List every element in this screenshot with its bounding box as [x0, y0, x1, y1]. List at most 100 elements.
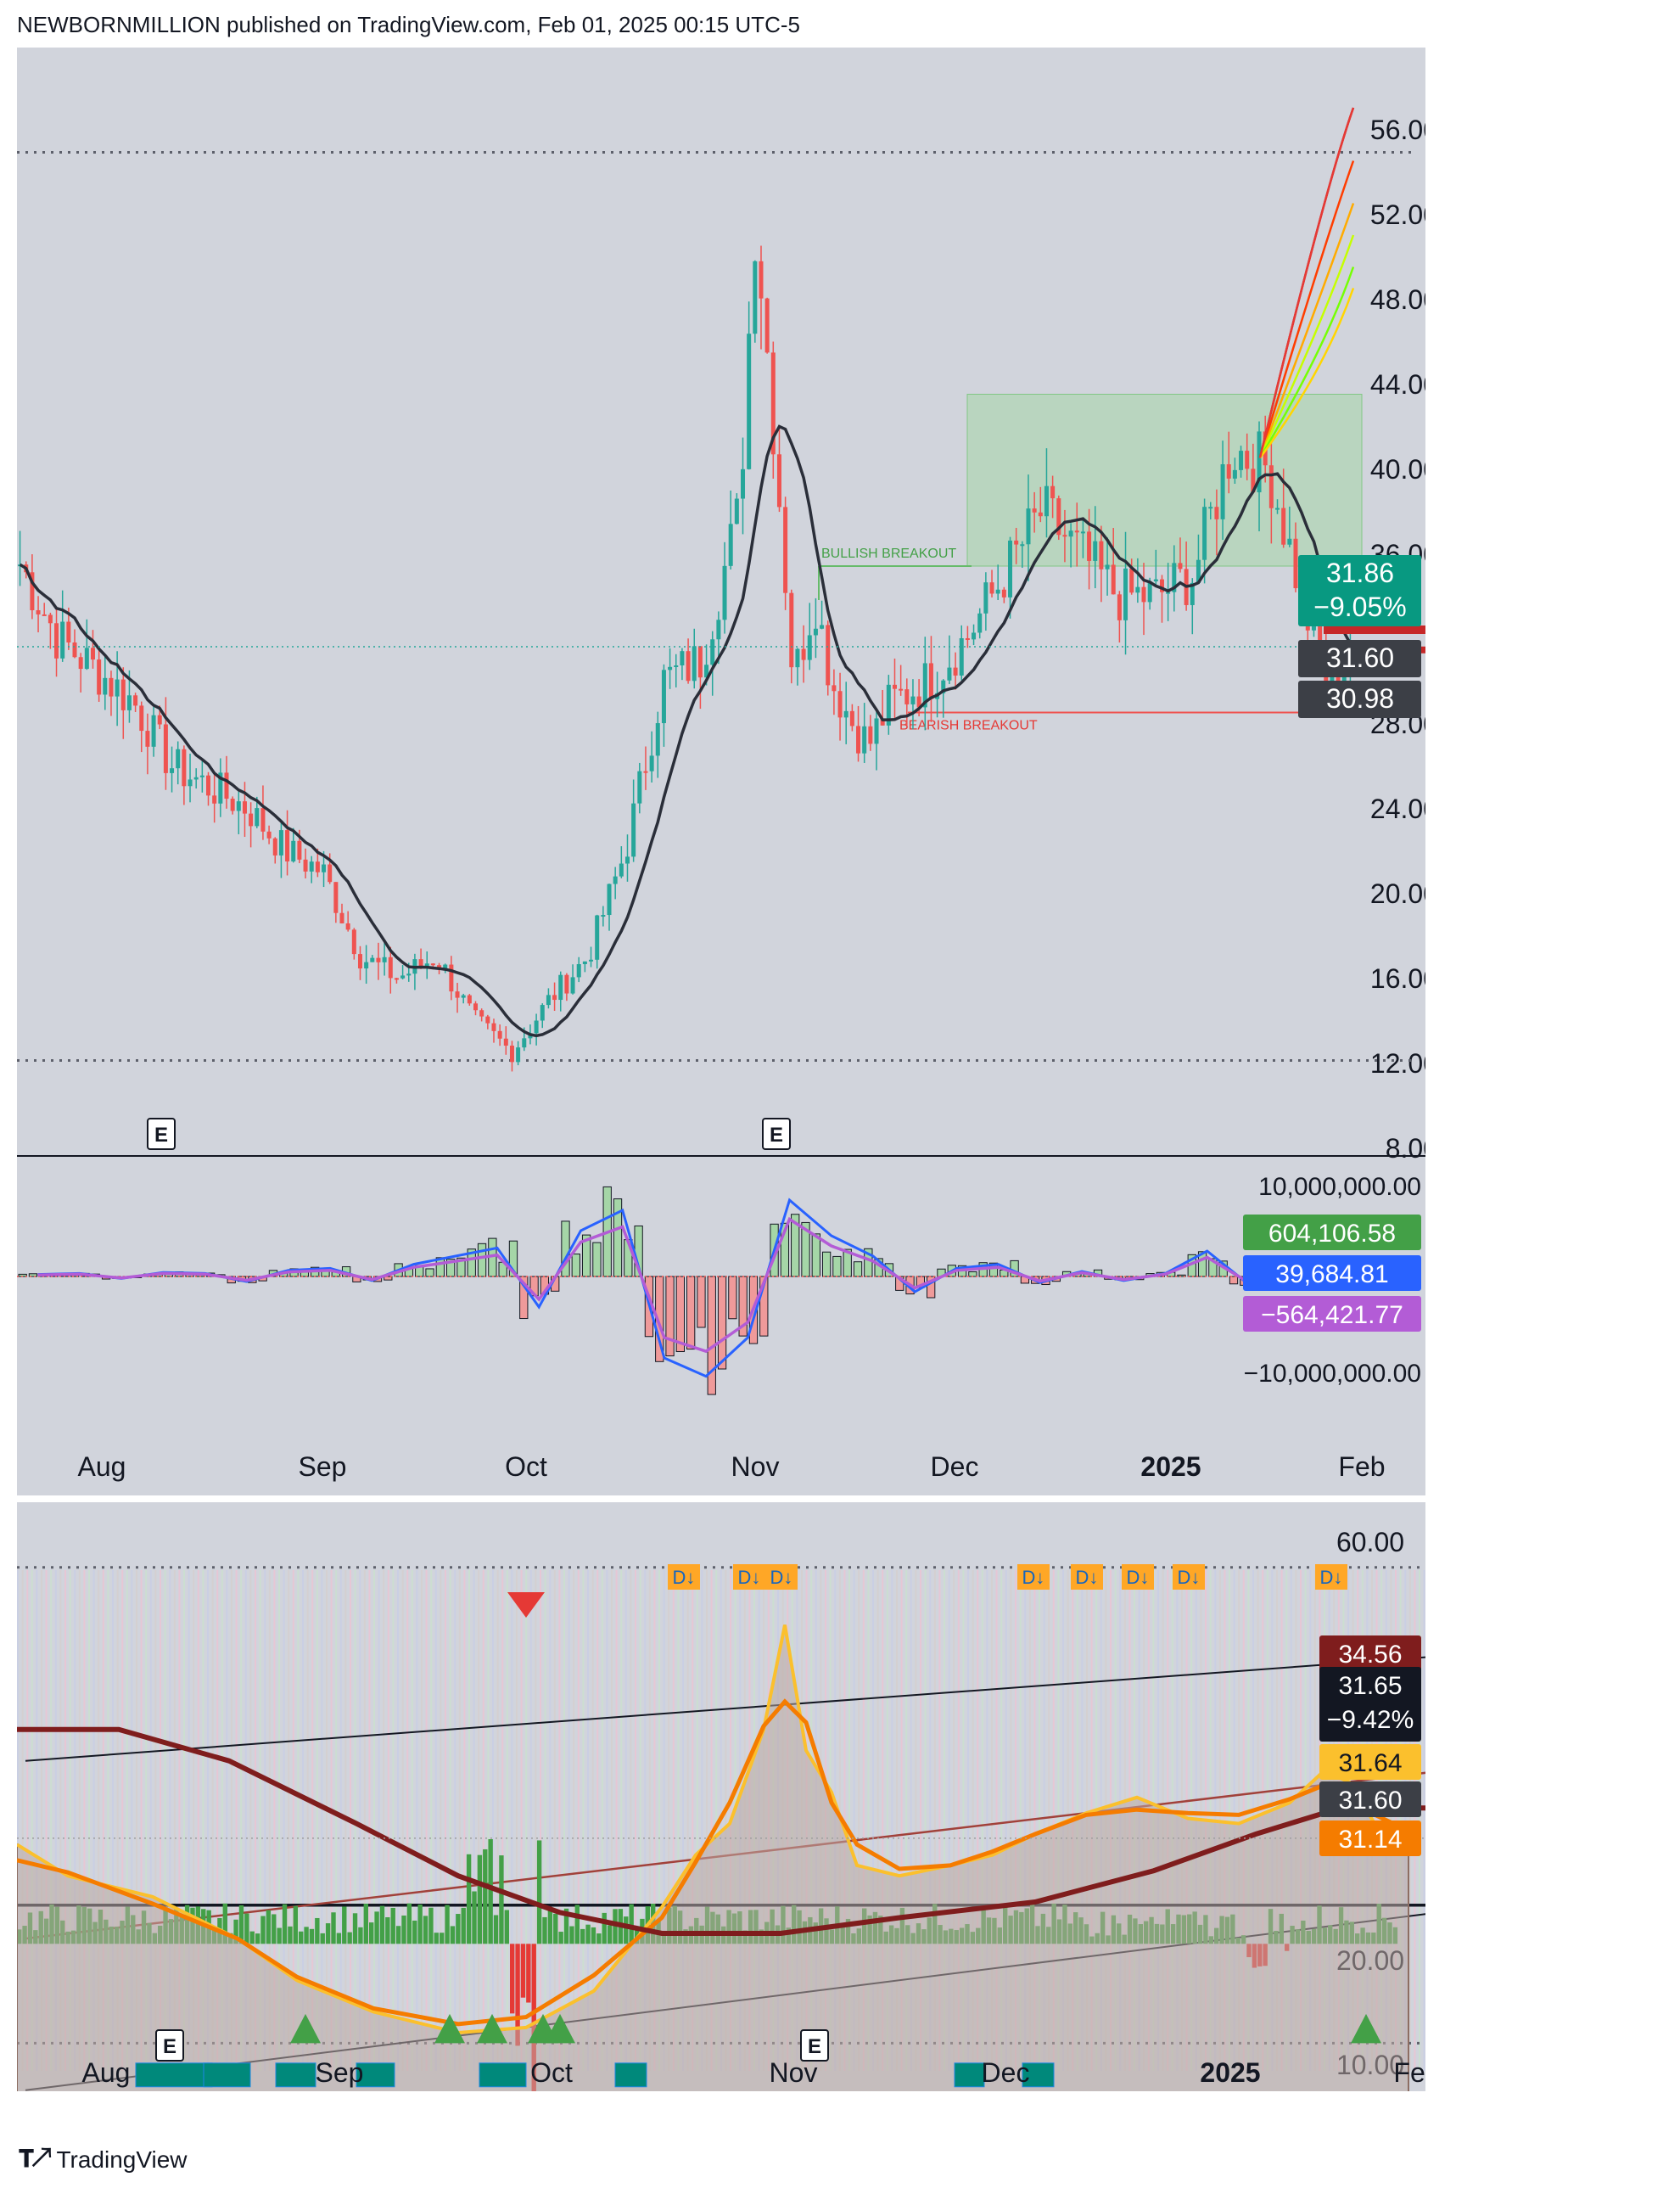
candle-body	[1105, 564, 1110, 569]
background-stripe	[601, 1570, 603, 2071]
indicator-value-label-bg	[1319, 1667, 1421, 1742]
candle-body	[449, 964, 454, 992]
candle-body	[661, 670, 666, 724]
price-chart[interactable]: 56.0052.0048.0044.0040.0036.0028.0024.00…	[17, 48, 1438, 1495]
candle-body	[170, 768, 175, 773]
candle-body	[837, 691, 843, 718]
candle-body	[1001, 589, 1006, 597]
price-axis-tick: 52.00	[1370, 199, 1425, 230]
background-stripe	[482, 1570, 484, 2071]
background-stripe	[900, 1570, 903, 2071]
signal-marker-bg	[733, 1564, 765, 1590]
volume-bar-positive	[629, 1904, 634, 1944]
indicator-value-label: 31.60	[1338, 1787, 1402, 1815]
volume-bar-positive	[428, 1907, 434, 1944]
candle-body	[1275, 508, 1280, 510]
buy-triangle-icon	[477, 2013, 507, 2044]
moving-average-line	[19, 424, 1352, 1038]
candle-body	[473, 1003, 479, 1011]
candle-body	[437, 965, 442, 969]
volume-bar-positive	[222, 1903, 227, 1944]
indicator-value-label: 31.65	[1338, 1672, 1402, 1700]
background-stripe	[872, 1570, 874, 2071]
volume-bar-positive	[440, 1933, 445, 1944]
oscillator-axis-tick: −10,000,000.00	[1244, 1360, 1421, 1388]
candle-body	[339, 912, 344, 923]
candle-body	[1062, 535, 1067, 537]
signal-marker-text: D↓	[1320, 1567, 1343, 1588]
candle-body	[801, 648, 806, 660]
background-stripe	[207, 1570, 209, 2071]
background-stripe	[268, 1570, 271, 2071]
oscillator-bar	[508, 1240, 518, 1277]
candle-body	[874, 718, 879, 744]
oscillator-bar	[665, 1276, 675, 1357]
earnings-marker-box	[800, 2029, 829, 2062]
candle-body	[886, 684, 891, 726]
volume-bar-positive	[591, 1927, 596, 1944]
oscillator-bar	[1208, 1258, 1218, 1277]
background-stripe	[321, 1570, 323, 2071]
candle-body	[60, 621, 65, 659]
signal-block	[135, 2062, 213, 2088]
candle-body	[1245, 451, 1250, 469]
candle-body	[1232, 469, 1237, 479]
indicator-panel[interactable]: 60.0050.0020.0010.00D↓D↓D↓D↓D↓D↓D↓D↓EE34…	[15, 1502, 1510, 2188]
candle-body	[595, 915, 600, 960]
volume-bar-positive	[260, 1916, 266, 1944]
background-stripe	[378, 1570, 380, 2071]
earnings-marker-text: E	[163, 2035, 176, 2058]
candle-body	[272, 838, 277, 856]
background-stripe	[1043, 1570, 1045, 2071]
volume-bar-negative	[510, 1944, 515, 2014]
indicator-chart[interactable]: 60.0050.0020.0010.00D↓D↓D↓D↓D↓D↓D↓D↓EE34…	[15, 1502, 1510, 2188]
background-stripe	[867, 1570, 870, 2071]
volume-bar-positive	[395, 1926, 401, 1944]
candle-body	[564, 974, 569, 994]
price-panel[interactable]: 56.0052.0048.0044.0040.0036.0028.0024.00…	[17, 48, 1438, 1495]
candle-body	[97, 659, 102, 695]
candle-body	[218, 772, 223, 804]
background-stripe	[31, 1570, 33, 2071]
background-stripe	[511, 1570, 513, 2071]
time-axis-tick: Oct	[530, 2057, 573, 2088]
candle-body	[856, 726, 861, 754]
background-stripe	[496, 1570, 499, 2071]
background-stripe	[297, 1570, 300, 2071]
candle-body	[1268, 465, 1274, 508]
candle-body	[674, 665, 679, 668]
candle-body	[406, 973, 412, 976]
background-stripe	[406, 1570, 409, 2071]
candle-body	[922, 663, 927, 708]
background-stripe	[21, 1570, 24, 2071]
oscillator-bar	[519, 1276, 529, 1320]
signal-block	[356, 2062, 395, 2088]
candle-body	[224, 772, 229, 799]
background-stripe	[1419, 1570, 1420, 2071]
oscillator-bar	[571, 1254, 580, 1277]
volume-bar-positive	[277, 1927, 282, 1944]
background-stripe	[116, 1570, 119, 2071]
background-stripe	[1233, 1570, 1235, 2071]
candle-body	[1117, 594, 1122, 620]
candle-body	[680, 651, 685, 666]
volume-bar-positive	[315, 1917, 320, 1944]
candle-body	[795, 648, 800, 668]
price-axis-tick: 8.00	[1386, 1133, 1425, 1164]
candle-body	[1257, 431, 1262, 493]
oscillator-bar	[707, 1276, 716, 1395]
background-stripe	[231, 1570, 232, 2071]
signal-block	[275, 2062, 316, 2088]
background-stripe	[112, 1570, 114, 2071]
background-stripe	[226, 1570, 228, 2071]
background-stripe	[244, 1570, 247, 2071]
volume-bar-positive	[563, 1908, 569, 1944]
candle-body	[522, 1038, 527, 1048]
oscillator-bar	[28, 1273, 38, 1277]
candle-body	[266, 831, 272, 839]
candle-body	[849, 710, 854, 727]
volume-bar-positive	[406, 1903, 412, 1944]
background-stripe	[710, 1570, 713, 2071]
oscillator-bar	[675, 1276, 685, 1353]
background-stripe	[848, 1570, 850, 2071]
